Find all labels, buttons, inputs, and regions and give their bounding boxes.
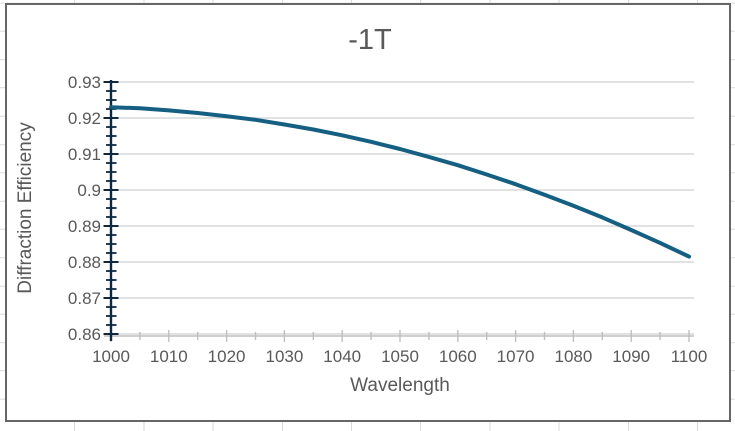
series-path: [109, 105, 691, 259]
chart-frame[interactable]: [5, 3, 731, 422]
x-tick-label: 1070: [497, 347, 535, 366]
y-tick-label: 0.87: [68, 289, 101, 308]
y-tick-label: 0.9: [77, 181, 101, 200]
y-tick-label: 0.89: [68, 217, 101, 236]
x-tick-label: 1030: [265, 347, 303, 366]
y-tick-label: 0.92: [68, 109, 101, 128]
x-tick-label: 1020: [208, 347, 246, 366]
x-tick-label: 1100: [671, 347, 708, 366]
x-tick-label: 1000: [92, 347, 130, 366]
x-axis: [104, 330, 694, 342]
y-tick-label: 0.93: [68, 73, 101, 92]
x-tick-label: 1060: [439, 347, 477, 366]
x-tick-label: 1090: [612, 347, 650, 366]
gridlines: [111, 81, 694, 335]
x-tick-label: 1080: [554, 347, 592, 366]
y-axis-title: Diffraction Efficiency: [15, 122, 36, 294]
y-tick-label: 0.91: [68, 145, 101, 164]
x-tick-label: 1010: [150, 347, 188, 366]
x-tick-label: 1050: [381, 347, 419, 366]
x-tick-label: 1040: [323, 347, 361, 366]
y-tick-label: 0.88: [68, 253, 101, 272]
series-line: [109, 105, 691, 259]
chart-title: -1T: [348, 24, 392, 56]
y-tick-label: 0.86: [68, 325, 101, 344]
x-axis-title: Wavelength: [350, 375, 450, 396]
x-tick-labels: 1000 1010 1020 1030 1040 1050 1060 1070 1080 1090…: [92, 347, 707, 366]
y-tick-labels: 0.93 0.92 0.91 0.9 0.89 0.88 0.87 0.86: [68, 73, 101, 344]
